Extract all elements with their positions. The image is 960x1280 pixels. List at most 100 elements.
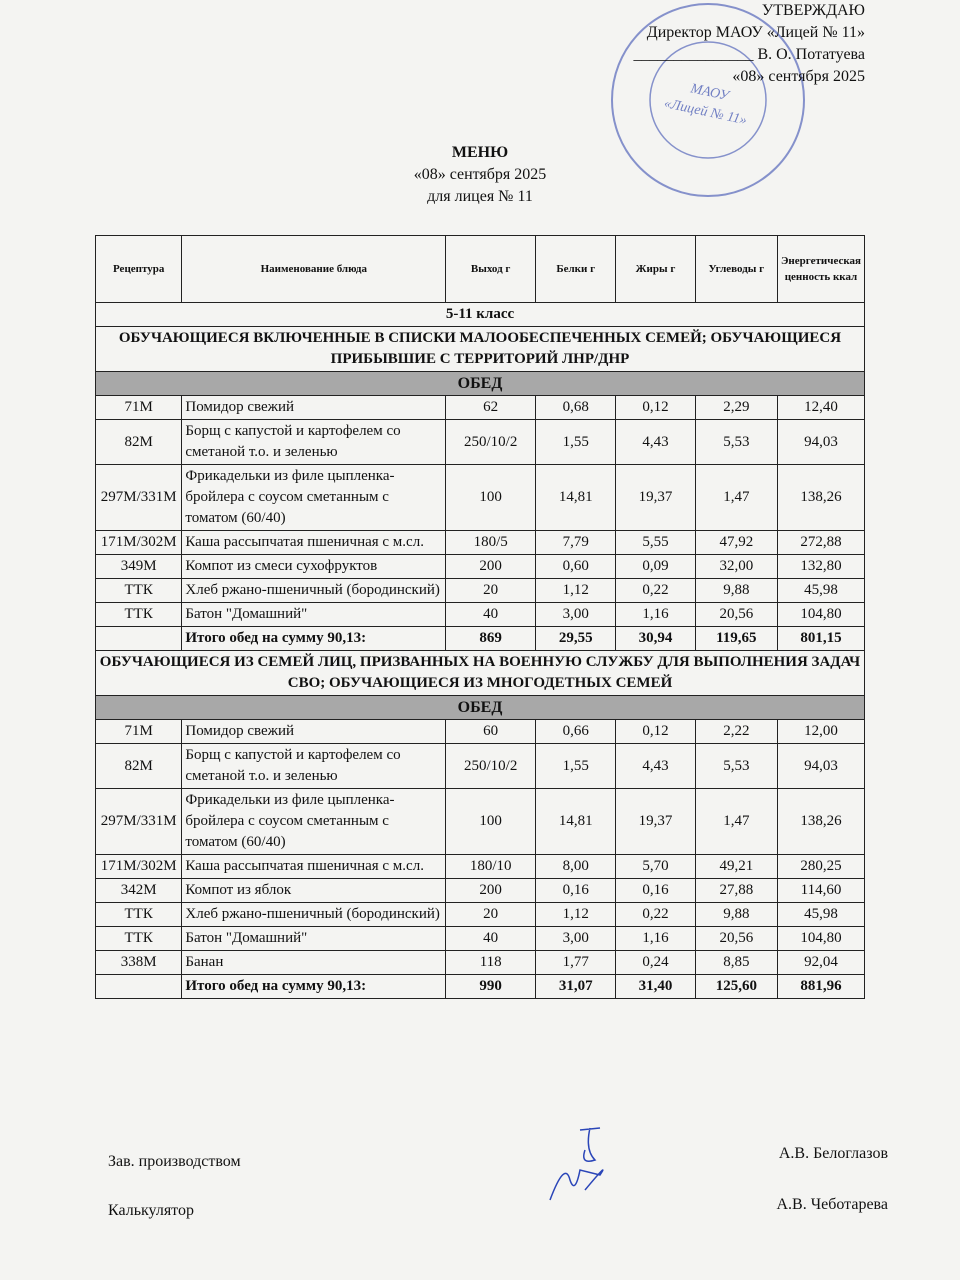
signature-name: А.В. Чеботарева bbox=[776, 1196, 889, 1213]
stamp-text: «Лицей № 11» bbox=[663, 96, 748, 128]
cell: 200 bbox=[445, 554, 537, 579]
cell: 338М bbox=[94, 950, 183, 975]
cell: Фрикадельки из филе цыпленка-бройлера с … bbox=[181, 464, 447, 531]
cell: Помидор свежий bbox=[181, 395, 447, 420]
dish-row: ТТК Хлеб ржано-пшеничный (бородинский) 20 1… bbox=[94, 902, 866, 927]
cell: ТТК bbox=[94, 926, 183, 951]
cell: 171М/302М bbox=[94, 854, 183, 879]
cell: 0,68 bbox=[535, 395, 617, 420]
cell: Батон "Домашний" bbox=[181, 602, 447, 627]
cell: 104,80 bbox=[776, 926, 866, 951]
cell: 20 bbox=[445, 902, 537, 927]
total-value: 30,94 bbox=[615, 626, 696, 651]
cell: 5,70 bbox=[615, 854, 696, 879]
cell: 71М bbox=[94, 395, 183, 420]
dish-row: 171М/302М Каша рассыпчатая пшеничная с м.… bbox=[94, 854, 866, 879]
cell: 138,26 bbox=[776, 464, 866, 531]
cell: 5,53 bbox=[694, 743, 778, 789]
meal-cell: ОБЕД bbox=[95, 695, 865, 720]
total-row: Итого обед на сумму 90,13: 869 29,55 30,94 1… bbox=[94, 626, 866, 651]
cell: 297М/331М bbox=[94, 464, 183, 531]
dish-row: 297М/331М Фрикадельки из филе цыпленка-бр… bbox=[94, 788, 866, 855]
cell: 0,22 bbox=[615, 902, 696, 927]
cell: 47,92 bbox=[694, 530, 778, 555]
cell: Батон "Домашний" bbox=[181, 926, 447, 951]
dish-row: 82М Борщ с капустой и картофелем со смета… bbox=[94, 743, 866, 789]
cell: Помидор свежий bbox=[181, 719, 447, 744]
cell: 1,16 bbox=[615, 602, 696, 627]
dish-row: 342М Компот из яблок 200 0,16 0,16 27,88 114,6… bbox=[94, 878, 866, 903]
total-value: 869 bbox=[445, 626, 537, 651]
column-header: Углеводы г bbox=[694, 235, 778, 303]
group-row: ОБУЧАЮЩИЕСЯ ВКЛЮЧЕННЫЕ В СПИСКИ МАЛООБЕС… bbox=[95, 326, 865, 372]
cell: 0,09 bbox=[615, 554, 696, 579]
cell: 82М bbox=[94, 419, 183, 465]
cell: 0,16 bbox=[535, 878, 617, 903]
total-label: Итого обед на сумму 90,13: bbox=[181, 974, 447, 999]
cell: 8,85 bbox=[694, 950, 778, 975]
column-header: Белки г bbox=[535, 235, 617, 303]
approval-title: УТВЕРЖДАЮ bbox=[761, 2, 865, 19]
meal-row: ОБЕД bbox=[95, 371, 865, 396]
column-header: Жиры г bbox=[615, 235, 696, 303]
dish-row: ТТК Батон "Домашний" 40 3,00 1,16 20,56 104,80 bbox=[94, 926, 866, 951]
cell: 280,25 bbox=[776, 854, 866, 879]
dish-row: 82М Борщ с капустой и картофелем со смета… bbox=[94, 419, 866, 465]
cell: 0,16 bbox=[615, 878, 696, 903]
header: МЕНЮ «08» сентября 2025 для лицея № 11 bbox=[0, 142, 960, 208]
cell: 27,88 bbox=[694, 878, 778, 903]
cell: 250/10/2 bbox=[445, 419, 537, 465]
cell: 104,80 bbox=[776, 602, 866, 627]
cell bbox=[94, 974, 183, 999]
cell: 1,12 bbox=[535, 902, 617, 927]
cell: 0,12 bbox=[615, 395, 696, 420]
cell: 1,16 bbox=[615, 926, 696, 951]
column-header: Энергетическая ценность ккал bbox=[776, 235, 866, 303]
cell: 4,43 bbox=[615, 419, 696, 465]
class-row: 5-11 класс bbox=[95, 302, 865, 327]
dish-row: ТТК Хлеб ржано-пшеничный (бородинский) 20 1… bbox=[94, 578, 866, 603]
cell: 94,03 bbox=[776, 419, 866, 465]
cell: 62 bbox=[445, 395, 537, 420]
cell: ТТК bbox=[94, 602, 183, 627]
total-label: Итого обед на сумму 90,13: bbox=[181, 626, 447, 651]
total-row: Итого обед на сумму 90,13: 990 31,07 31,40 1… bbox=[94, 974, 866, 999]
menu-table: Рецептура Наименование блюда Выход г Белки … bbox=[94, 235, 866, 999]
dish-row: 71М Помидор свежий 60 0,66 0,12 2,22 12,00 bbox=[94, 719, 866, 744]
group-cell: ОБУЧАЮЩИЕСЯ ИЗ СЕМЕЙ ЛИЦ, ПРИЗВАННЫХ НА … bbox=[95, 650, 865, 696]
cell: 9,88 bbox=[694, 902, 778, 927]
cell: 1,12 bbox=[535, 578, 617, 603]
cell: 349М bbox=[94, 554, 183, 579]
cell: 20,56 bbox=[694, 602, 778, 627]
approval: УТВЕРЖДАЮ Директор МАОУ «Лицей № 11» ___… bbox=[633, 0, 865, 88]
title: МЕНЮ bbox=[451, 144, 509, 161]
cell: 3,00 bbox=[535, 602, 617, 627]
stamp-ring bbox=[611, 3, 805, 197]
total-value: 31,07 bbox=[535, 974, 617, 999]
cell: 114,60 bbox=[776, 878, 866, 903]
cell: 71М bbox=[94, 719, 183, 744]
cell: 2,22 bbox=[694, 719, 778, 744]
cell: 180/5 bbox=[445, 530, 537, 555]
dish-row: 171М/302М Каша рассыпчатая пшеничная с м.… bbox=[94, 530, 866, 555]
date: «08» сентября 2025 bbox=[413, 166, 547, 183]
cell: 171М/302М bbox=[94, 530, 183, 555]
signature-scribble bbox=[549, 1127, 604, 1201]
approval-signature: _______________ В. О. Потатуева bbox=[633, 46, 865, 63]
cell: Борщ с капустой и картофелем со сметаной… bbox=[181, 419, 447, 465]
cell: 94,03 bbox=[776, 743, 866, 789]
cell: ТТК bbox=[94, 902, 183, 927]
cell: 0,22 bbox=[615, 578, 696, 603]
approval-date: «08» сентября 2025 bbox=[732, 68, 865, 85]
cell: Хлеб ржано-пшеничный (бородинский) bbox=[181, 578, 447, 603]
cell: 14,81 bbox=[535, 788, 617, 855]
meal-cell: ОБЕД bbox=[95, 371, 865, 396]
cell: 4,43 bbox=[615, 743, 696, 789]
cell: 180/10 bbox=[445, 854, 537, 879]
cell: 40 bbox=[445, 602, 537, 627]
total-value: 31,40 bbox=[615, 974, 696, 999]
cell: ТТК bbox=[94, 578, 183, 603]
total-value: 29,55 bbox=[535, 626, 617, 651]
total-value: 881,96 bbox=[776, 974, 866, 999]
